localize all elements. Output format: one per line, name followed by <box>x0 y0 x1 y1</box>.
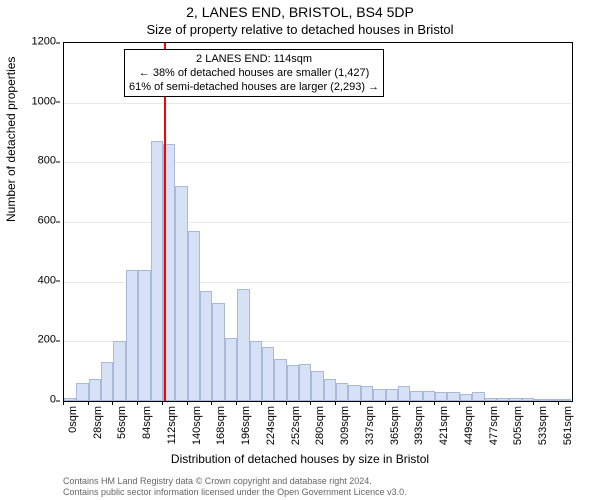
histogram-bar <box>361 386 373 401</box>
histogram-bar <box>237 289 249 401</box>
x-tick-label: 280sqm <box>314 406 326 445</box>
x-tick-label: 477sqm <box>488 406 500 445</box>
histogram-bar <box>64 398 76 401</box>
y-tick-label: 1000 <box>0 96 56 107</box>
histogram-bar <box>200 291 212 401</box>
histogram-bar <box>262 347 274 401</box>
histogram-bar <box>225 338 237 401</box>
histogram-bar <box>485 398 497 401</box>
x-axis-ticks: 0sqm 28sqm 56sqm 84sqm 112sqm 140sqm 168sqm 196… <box>63 402 573 458</box>
x-tick-label: 561sqm <box>562 406 574 445</box>
x-tick-label: 28sqm <box>92 406 104 439</box>
histogram-bar <box>559 399 571 401</box>
histogram-bar <box>423 391 435 401</box>
x-tick-label: 168sqm <box>215 406 227 445</box>
x-tick-label: 337sqm <box>364 406 376 445</box>
histogram-bar <box>472 392 484 401</box>
histogram-bar <box>311 371 323 401</box>
annotation-line-2: ← 38% of detached houses are smaller (1,… <box>129 66 379 80</box>
histogram-bar <box>126 270 138 401</box>
x-tick-label: 421sqm <box>438 406 450 445</box>
histogram-bar <box>386 389 398 401</box>
x-tick-label: 224sqm <box>265 406 277 445</box>
histogram-bar <box>373 389 385 401</box>
plot-area: 2 LANES END: 114sqm ← 38% of detached ho… <box>63 42 573 402</box>
x-tick-label: 196sqm <box>240 406 252 445</box>
y-tick-label: 800 <box>0 156 56 167</box>
histogram-bar <box>460 394 472 401</box>
histogram-bar <box>274 359 286 401</box>
histogram-bar <box>287 365 299 401</box>
footer-attribution: Contains HM Land Registry data © Crown c… <box>0 476 600 498</box>
histogram-bar <box>398 386 410 401</box>
histogram-bar <box>447 392 459 401</box>
annotation-line-3: 61% of semi-detached houses are larger (… <box>129 80 379 94</box>
y-tick-label: 0 <box>0 395 56 406</box>
histogram-bar <box>76 383 88 401</box>
y-axis-ticks: 020040060080010001200 <box>0 42 60 402</box>
footer-line-1: Contains HM Land Registry data © Crown c… <box>63 476 600 487</box>
histogram-bar <box>113 341 125 401</box>
histogram-bar <box>336 383 348 401</box>
x-tick-label: 56sqm <box>116 406 128 439</box>
histogram-bar <box>89 379 101 401</box>
histogram-bar <box>348 385 360 401</box>
histogram-bar <box>151 141 163 401</box>
y-tick-label: 600 <box>0 216 56 227</box>
x-tick-label: 252sqm <box>290 406 302 445</box>
x-tick-label: 140sqm <box>191 406 203 445</box>
histogram-bar <box>138 270 150 401</box>
chart-subtitle: Size of property relative to detached ho… <box>0 22 600 37</box>
histogram-bar <box>509 398 521 401</box>
x-tick-label: 84sqm <box>141 406 153 439</box>
histogram-bar <box>299 364 311 401</box>
chart-title: 2, LANES END, BRISTOL, BS4 5DP <box>0 4 600 20</box>
histogram-bar <box>410 391 422 401</box>
x-tick-label: 533sqm <box>537 406 549 445</box>
histogram-bar <box>188 231 200 401</box>
x-tick-label: 449sqm <box>463 406 475 445</box>
x-tick-label: 0sqm <box>67 406 79 433</box>
x-tick-label: 112sqm <box>166 406 178 444</box>
footer-line-2: Contains public sector information licen… <box>63 487 600 498</box>
y-tick-label: 1200 <box>0 37 56 48</box>
x-tick-label: 309sqm <box>339 406 351 445</box>
histogram-bar <box>324 379 336 401</box>
x-tick-label: 393sqm <box>413 406 425 445</box>
histogram-bar <box>534 399 546 401</box>
chart-container: 2, LANES END, BRISTOL, BS4 5DP Size of p… <box>0 0 600 500</box>
x-tick-label: 365sqm <box>389 406 401 445</box>
histogram-bar <box>250 341 262 401</box>
y-tick-label: 200 <box>0 335 56 346</box>
annotation-box: 2 LANES END: 114sqm ← 38% of detached ho… <box>124 49 384 97</box>
histogram-bar <box>101 362 113 401</box>
annotation-line-1: 2 LANES END: 114sqm <box>129 52 379 66</box>
x-tick-label: 505sqm <box>512 406 524 445</box>
histogram-bar <box>212 303 224 401</box>
y-tick-label: 400 <box>0 275 56 286</box>
histogram-bar <box>435 392 447 401</box>
x-axis-label: Distribution of detached houses by size … <box>0 452 600 466</box>
histogram-bar <box>175 186 187 401</box>
